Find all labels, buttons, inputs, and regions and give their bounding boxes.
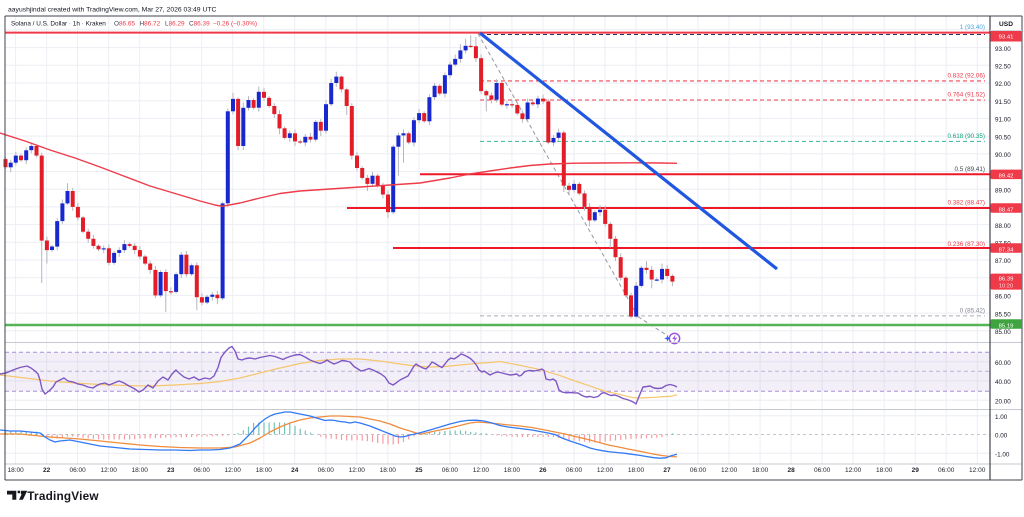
svg-text:-1.00: -1.00 [995, 452, 1010, 459]
svg-text:87.34: 87.34 [999, 247, 1014, 253]
svg-text:12:00: 12:00 [845, 467, 862, 474]
svg-text:85.00: 85.00 [995, 329, 1011, 336]
svg-text:85.19: 85.19 [999, 323, 1014, 329]
svg-text:0.236 (87.30): 0.236 (87.30) [948, 241, 985, 248]
svg-text:93.00: 93.00 [995, 46, 1011, 53]
svg-text:0.764 (91.52): 0.764 (91.52) [948, 92, 985, 99]
svg-text:18:00: 18:00 [380, 467, 397, 474]
svg-text:87.00: 87.00 [995, 258, 1011, 265]
svg-text:92.00: 92.00 [995, 81, 1011, 88]
svg-text:0.618 (90.35): 0.618 (90.35) [948, 133, 985, 140]
svg-text:06:00: 06:00 [566, 467, 583, 474]
svg-text:93.41: 93.41 [999, 35, 1014, 41]
svg-text:18:00: 18:00 [752, 467, 769, 474]
svg-text:26: 26 [539, 467, 547, 474]
svg-text:06:00: 06:00 [69, 467, 86, 474]
svg-text:12:00: 12:00 [969, 467, 986, 474]
svg-text:90.00: 90.00 [995, 152, 1011, 159]
svg-text:91.50: 91.50 [995, 99, 1011, 106]
svg-text:22: 22 [43, 467, 51, 474]
svg-text:USD: USD [999, 21, 1013, 28]
svg-text:18:00: 18:00 [876, 467, 893, 474]
svg-text:18:00: 18:00 [7, 467, 24, 474]
svg-text:12:00: 12:00 [101, 467, 118, 474]
svg-text:23: 23 [167, 467, 175, 474]
svg-text:aayushjindal created with Trad: aayushjindal created with TradingView.co… [8, 7, 217, 14]
svg-text:18:00: 18:00 [256, 467, 273, 474]
svg-text:60.00: 60.00 [995, 360, 1011, 367]
svg-text:1.00: 1.00 [995, 414, 1008, 421]
svg-text:10:20: 10:20 [999, 283, 1013, 289]
svg-text:88.00: 88.00 [995, 223, 1011, 230]
svg-text:89.42: 89.42 [999, 174, 1014, 180]
svg-text:1 (93.40): 1 (93.40) [960, 24, 985, 31]
svg-text:06:00: 06:00 [318, 467, 335, 474]
svg-text:0.382 (88.47): 0.382 (88.47) [948, 200, 985, 207]
svg-text:92.50: 92.50 [995, 64, 1011, 71]
svg-text:12:00: 12:00 [225, 467, 242, 474]
svg-text:TradingView: TradingView [27, 489, 99, 503]
svg-text:06:00: 06:00 [442, 467, 459, 474]
svg-text:0.5 (89.41): 0.5 (89.41) [955, 166, 985, 173]
svg-text:12:00: 12:00 [721, 467, 738, 474]
svg-text:20.00: 20.00 [995, 398, 1011, 405]
svg-text:89.00: 89.00 [995, 187, 1011, 194]
svg-text:25: 25 [415, 467, 423, 474]
svg-text:86.00: 86.00 [995, 294, 1011, 301]
svg-text:0 (85.42): 0 (85.42) [960, 307, 985, 314]
svg-text:40.00: 40.00 [995, 379, 1011, 386]
svg-text:27: 27 [663, 467, 671, 474]
svg-text:86.39: 86.39 [999, 276, 1014, 282]
svg-text:91.00: 91.00 [995, 117, 1011, 124]
svg-text:18:00: 18:00 [132, 467, 149, 474]
svg-text:12:00: 12:00 [473, 467, 490, 474]
svg-text:06:00: 06:00 [814, 467, 831, 474]
svg-text:24: 24 [291, 467, 299, 474]
svg-text:29: 29 [912, 467, 920, 474]
svg-text:90.50: 90.50 [995, 134, 1011, 141]
svg-text:12:00: 12:00 [349, 467, 366, 474]
svg-text:0.00: 0.00 [995, 433, 1008, 440]
svg-text:88.47: 88.47 [999, 207, 1014, 213]
svg-text:18:00: 18:00 [628, 467, 645, 474]
svg-text:0.832 (92.06): 0.832 (92.06) [948, 72, 985, 79]
svg-text:28: 28 [787, 467, 795, 474]
svg-text:Solana / U.S. Dollar · 1h · Kr: Solana / U.S. Dollar · 1h · Kraken [11, 20, 106, 27]
svg-text:85.50: 85.50 [995, 311, 1011, 318]
svg-text:06:00: 06:00 [690, 467, 707, 474]
svg-text:06:00: 06:00 [938, 467, 955, 474]
svg-text:18:00: 18:00 [504, 467, 521, 474]
svg-text:06:00: 06:00 [194, 467, 211, 474]
svg-text:12:00: 12:00 [597, 467, 614, 474]
